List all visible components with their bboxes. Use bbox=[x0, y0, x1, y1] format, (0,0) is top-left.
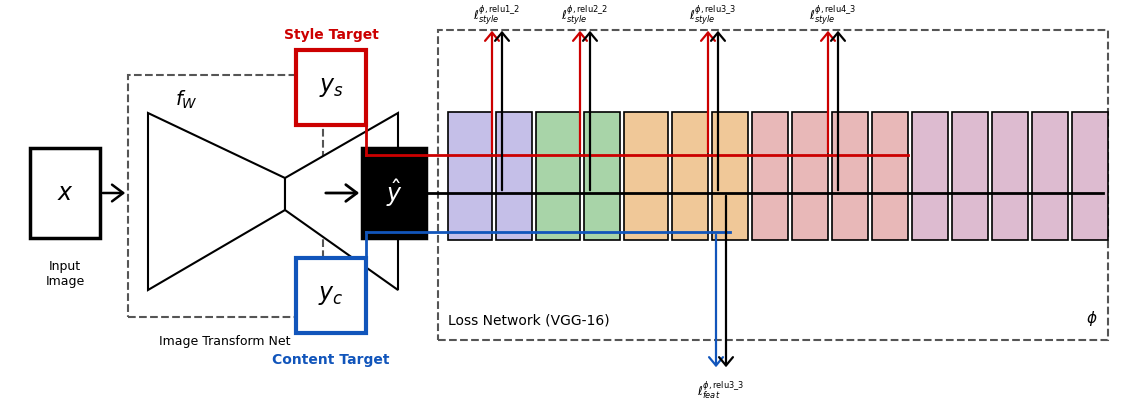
Text: Loss Network (VGG-16): Loss Network (VGG-16) bbox=[448, 314, 609, 328]
Text: $\ell^{\phi,\mathrm{relu1\_2}}_{style}$: $\ell^{\phi,\mathrm{relu1\_2}}_{style}$ bbox=[473, 3, 521, 27]
Bar bbox=[913, 112, 948, 240]
Bar bbox=[624, 112, 669, 240]
Bar bbox=[753, 112, 788, 240]
Bar bbox=[832, 112, 868, 240]
Bar bbox=[496, 112, 532, 240]
Bar bbox=[992, 112, 1028, 240]
Bar bbox=[362, 148, 426, 238]
Text: Input
Image: Input Image bbox=[45, 260, 85, 288]
Bar bbox=[952, 112, 987, 240]
Bar bbox=[712, 112, 748, 240]
Bar bbox=[1032, 112, 1068, 240]
Text: $y_c$: $y_c$ bbox=[318, 284, 344, 307]
Bar bbox=[30, 148, 100, 238]
Text: $\ell^{\phi,\mathrm{relu4\_3}}_{style}$: $\ell^{\phi,\mathrm{relu4\_3}}_{style}$ bbox=[809, 3, 857, 27]
Text: $\ell^{\phi,\mathrm{relu2\_2}}_{style}$: $\ell^{\phi,\mathrm{relu2\_2}}_{style}$ bbox=[562, 3, 608, 27]
Bar bbox=[296, 50, 365, 125]
Text: $x$: $x$ bbox=[57, 182, 74, 204]
Text: $\ell^{\phi,\mathrm{relu3\_3}}_{feat}$: $\ell^{\phi,\mathrm{relu3\_3}}_{feat}$ bbox=[697, 379, 745, 401]
Text: $y_s$: $y_s$ bbox=[319, 76, 344, 99]
Text: $\phi$: $\phi$ bbox=[1086, 309, 1098, 328]
Bar bbox=[672, 112, 708, 240]
Bar bbox=[296, 258, 365, 333]
Text: $\hat{y}$: $\hat{y}$ bbox=[386, 177, 403, 209]
Polygon shape bbox=[285, 113, 398, 290]
Text: Image Transform Net: Image Transform Net bbox=[159, 335, 291, 348]
Bar bbox=[872, 112, 908, 240]
Bar bbox=[438, 30, 1108, 340]
Bar bbox=[536, 112, 580, 240]
Text: Style Target: Style Target bbox=[284, 28, 378, 42]
Text: $\ell^{\phi,\mathrm{relu3\_3}}_{style}$: $\ell^{\phi,\mathrm{relu3\_3}}_{style}$ bbox=[689, 3, 737, 27]
Bar bbox=[128, 75, 323, 317]
Bar bbox=[792, 112, 829, 240]
Text: Content Target: Content Target bbox=[272, 353, 389, 367]
Bar bbox=[1071, 112, 1108, 240]
Bar bbox=[448, 112, 491, 240]
Text: $f_W$: $f_W$ bbox=[175, 89, 197, 111]
Bar bbox=[585, 112, 620, 240]
Polygon shape bbox=[148, 113, 285, 290]
